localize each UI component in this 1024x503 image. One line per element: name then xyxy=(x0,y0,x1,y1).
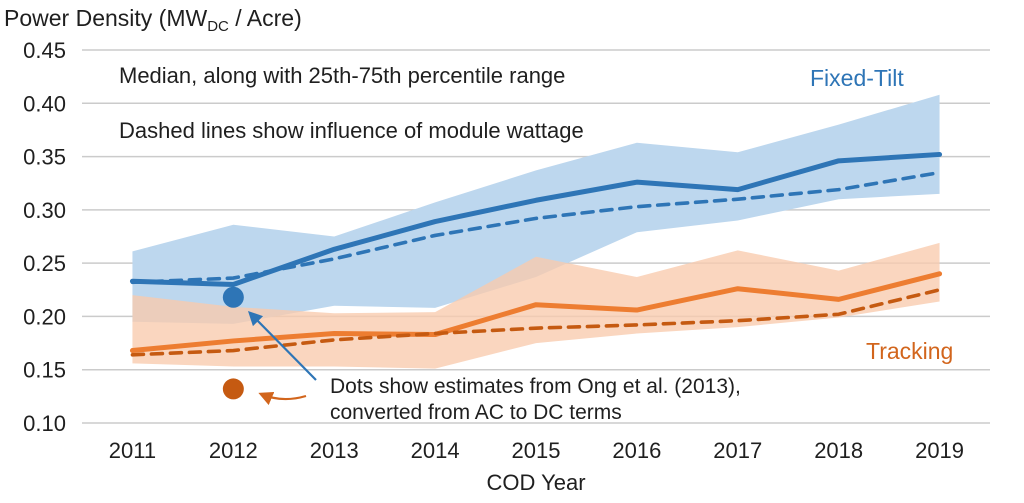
x-tick-label: 2015 xyxy=(512,438,561,463)
y-tick-label: 0.15 xyxy=(23,358,66,383)
x-tick-label: 2012 xyxy=(209,438,258,463)
chart-title-suffix: / Acre) xyxy=(229,5,302,31)
x-tick-label: 2014 xyxy=(411,438,460,463)
chart-title-subscript: DC xyxy=(207,18,229,35)
x-tick-label: 2019 xyxy=(915,438,964,463)
x-tick-label: 2016 xyxy=(612,438,661,463)
x-axis-title: COD Year xyxy=(486,470,585,495)
arrow-to-tracking-dot xyxy=(258,391,307,406)
y-tick-label: 0.40 xyxy=(23,91,66,116)
ong-dots-note-line1: Dots show estimates from Ong et al. (201… xyxy=(330,375,741,398)
fixed-tilt-series-label: Fixed-Tilt xyxy=(810,65,904,91)
axis-labels-layer: 2011 2012 2013 2014 2015 2016 2017 2018 2019 COD … xyxy=(109,438,964,495)
ong-dots-note-line2: converted from AC to DC terms xyxy=(330,401,622,424)
line-fixed-tilt-module-wattage-influence xyxy=(130,170,942,285)
x-tick-label: 2017 xyxy=(713,438,762,463)
y-tick-label: 0.10 xyxy=(23,411,66,436)
line-tracking-module-wattage-influence xyxy=(130,287,942,357)
y-tick-label: 0.35 xyxy=(23,145,66,170)
band-fixed-tilt xyxy=(132,94,940,324)
y-tick-label: 0.30 xyxy=(23,198,66,223)
chart-title-prefix: Power Density (MW xyxy=(4,5,207,31)
x-tick-label: 2011 xyxy=(109,438,156,463)
x-tick-label: 2013 xyxy=(310,438,359,463)
dot-fixed-tilt-ong-estimate xyxy=(222,286,244,308)
tracking-series-label: Tracking xyxy=(866,338,953,364)
dashed-lines-note: Dashed lines show influence of module wa… xyxy=(119,118,584,143)
y-tick-label: 0.45 xyxy=(23,38,66,63)
y-tick-label: 0.20 xyxy=(23,304,66,329)
series-lines-layer xyxy=(129,151,943,357)
y-tick-label: 0.25 xyxy=(23,251,66,276)
median-note: Median, along with 25th-75th percentile … xyxy=(119,63,565,88)
dot-tracking-ong-estimate xyxy=(222,378,244,400)
x-tick-label: 2018 xyxy=(814,438,863,463)
arrow-to-fixed-tilt-dot xyxy=(247,310,317,381)
chart-title: Power Density (MWDC / Acre) xyxy=(4,5,302,35)
line-tracking-median xyxy=(129,271,943,354)
ong-dots-layer xyxy=(222,286,244,400)
